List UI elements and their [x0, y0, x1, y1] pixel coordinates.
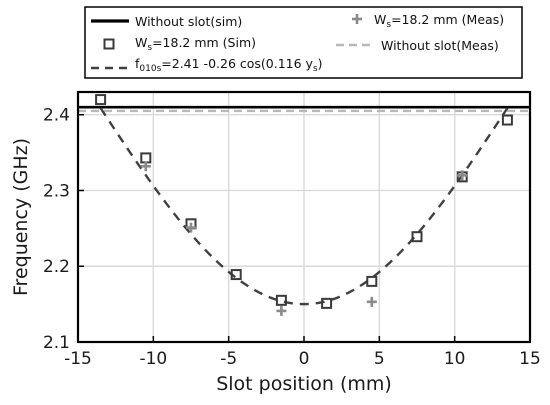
- legend-label-fit: f010s=2.41 -0.26 cos(0.116 ys): [135, 56, 323, 74]
- x-tick-label: 10: [444, 349, 466, 369]
- legend-swatch-meas-plus: [352, 14, 362, 24]
- meas-point: [276, 305, 287, 316]
- y-tick-label: 2.4: [43, 106, 70, 126]
- x-axis-label: Slot position (mm): [216, 373, 392, 395]
- y-tick-label: 2.2: [43, 257, 70, 277]
- y-tick-label: 2.3: [43, 181, 70, 201]
- legend-label-sim: Ws=18.2 mm (Sim): [135, 35, 256, 53]
- legend-swatch-sim-square: [103, 38, 115, 50]
- sim-point: [411, 231, 423, 243]
- x-tick-label: -5: [220, 349, 237, 369]
- legend-label-without-slot-meas: Without slot(Meas): [381, 38, 499, 53]
- meas-point: [457, 170, 468, 181]
- y-axis-ticks: 2.1 2.2 2.3 2.4: [43, 106, 84, 353]
- x-tick-label: -15: [64, 349, 92, 369]
- sim-point: [501, 114, 513, 126]
- x-tick-label: 15: [519, 349, 541, 369]
- fit-curve: [99, 107, 509, 306]
- sim-point: [230, 269, 242, 281]
- x-tick-label: 0: [299, 349, 310, 369]
- sim-point: [275, 294, 287, 306]
- sim-point: [95, 94, 107, 106]
- meas-point: [366, 296, 377, 307]
- meas-point: [140, 161, 151, 172]
- x-tick-label: 5: [374, 349, 385, 369]
- legend-label-meas: Ws=18.2 mm (Meas): [374, 12, 504, 30]
- reference-lines: [78, 105, 530, 113]
- legend-label-without-slot-sim: Without slot(sim): [135, 14, 242, 29]
- legend-frame: [84, 6, 523, 79]
- sim-point: [366, 275, 378, 287]
- meas-point: [186, 222, 196, 233]
- y-tick-label: 2.1: [43, 333, 70, 353]
- meas-points: [140, 161, 468, 316]
- y-axis-label: Frequency (GHz): [10, 138, 32, 296]
- legend: Without slot(sim) Ws=18.2 mm (Sim) f010s…: [84, 6, 523, 79]
- x-axis-ticks: -15 -10 -5 0 5 10 15: [64, 336, 541, 369]
- x-tick-label: -10: [139, 349, 167, 369]
- sim-point: [321, 297, 333, 309]
